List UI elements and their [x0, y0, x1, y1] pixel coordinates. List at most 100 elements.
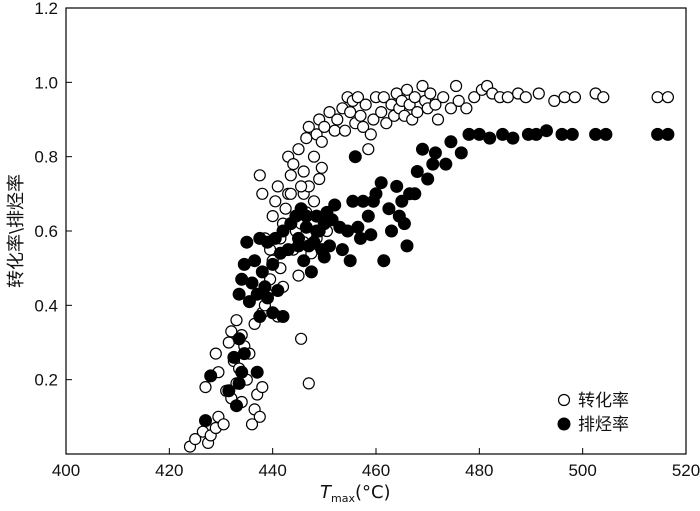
y-axis-title: 转化率\排烃率: [6, 174, 27, 288]
conversion-rate-point: [338, 124, 352, 137]
expulsion-rate-point: [240, 235, 254, 249]
expulsion-rate-point: [483, 131, 497, 145]
expulsion-rate-point: [276, 310, 290, 323]
conversion-rate-point: [217, 418, 230, 431]
expulsion-rate-point: [410, 165, 424, 178]
expulsion-rate-point: [297, 254, 311, 268]
conversion-rate-point: [245, 418, 259, 431]
conversion-rate-point: [548, 94, 561, 108]
conversion-rate-point: [199, 381, 212, 394]
expulsion-rate-point: [348, 150, 362, 164]
expulsion-rate-point: [565, 127, 579, 141]
expulsion-rate-point: [304, 265, 318, 279]
expulsion-rate-point: [369, 187, 383, 201]
conversion-rate-point: [313, 172, 326, 186]
conversion-rate-point: [300, 132, 313, 145]
conversion-rate-point: [424, 87, 437, 100]
conversion-rate-point: [287, 158, 300, 171]
conversion-rate-point: [377, 91, 390, 104]
conversion-rate-point: [444, 102, 457, 115]
conversion-rate-point: [431, 113, 445, 126]
conversion-rate-point: [362, 143, 375, 156]
conversion-rate-point: [450, 79, 463, 93]
expulsion-rate-point: [395, 194, 409, 208]
x-tick-label: 440: [258, 461, 286, 480]
legend-label-filled: 排烃率: [578, 415, 629, 435]
conversion-rate-point: [408, 91, 421, 104]
conversion-rate-point: [302, 377, 315, 390]
conversion-rate-point: [364, 128, 377, 141]
expulsion-rate-point: [245, 276, 259, 290]
conversion-rate-point: [209, 347, 222, 360]
expulsion-rate-point: [397, 217, 411, 231]
conversion-rate-point: [266, 210, 279, 223]
conversion-rate-point: [295, 332, 308, 345]
conversion-rate-point: [284, 187, 297, 200]
conversion-rate-point: [359, 98, 372, 111]
conversion-rate-point: [292, 269, 305, 282]
conversion-rate-point: [501, 91, 514, 104]
conversion-rate-point: [344, 105, 357, 119]
conversion-rate-point: [380, 117, 393, 130]
legend: 转化率 排烃率: [557, 391, 629, 435]
conversion-rate-point: [292, 143, 305, 156]
conversion-rate-point: [411, 105, 424, 119]
expulsion-rate-point: [374, 176, 388, 190]
y-tick-label: 1.0: [34, 73, 58, 92]
conversion-rate-point: [307, 150, 321, 163]
conversion-rate-point: [307, 195, 321, 208]
expulsion-rate-point: [328, 198, 342, 212]
expulsion-rate-point: [361, 209, 375, 223]
legend-label-open: 转化率: [578, 391, 629, 411]
expulsion-rate-point: [292, 239, 305, 253]
expulsion-rate-point: [317, 250, 331, 264]
expulsion-rate-point: [377, 254, 391, 268]
expulsion-rate-point: [232, 332, 246, 346]
expulsion-rate-point: [351, 220, 365, 234]
conversion-rate-point: [189, 433, 202, 446]
expulsion-rate-point: [323, 239, 336, 253]
conversion-rate-point: [351, 91, 364, 104]
legend-marker-open: [557, 393, 571, 407]
conversion-rate-point: [367, 113, 380, 126]
x-axis-title-sub: max: [331, 492, 355, 505]
conversion-rate-point: [357, 120, 370, 134]
conversion-rate-point: [532, 87, 545, 100]
y-tick-label: 0.4: [34, 296, 58, 315]
conversion-rate-point: [318, 120, 331, 134]
expulsion-rate-point: [250, 365, 264, 379]
conversion-rate-point: [302, 120, 315, 134]
expulsion-rate-point: [599, 127, 613, 141]
conversion-rate-point: [328, 124, 341, 137]
y-tick-label: 0.6: [34, 222, 58, 241]
expulsion-rate-point: [310, 224, 324, 238]
conversion-rate-point: [253, 169, 266, 182]
conversion-rate-point: [297, 165, 310, 178]
expulsion-rate-point: [276, 224, 290, 238]
expulsion-rate-point: [428, 146, 442, 160]
x-axis-title-unit: (°C): [355, 482, 391, 503]
expulsion-rate-point: [199, 414, 212, 428]
expulsion-rate-point: [242, 295, 256, 309]
conversion-rate-point: [468, 91, 481, 104]
y-tick-label: 0.2: [34, 371, 58, 390]
expulsion-rate-point: [261, 291, 274, 305]
expulsion-rate-point: [390, 179, 404, 193]
conversion-rate-point: [269, 195, 282, 208]
conversion-rate-point: [452, 94, 465, 108]
expulsion-rate-point: [426, 157, 440, 171]
expulsion-rate-point: [385, 224, 398, 238]
conversion-rate-point: [437, 91, 450, 104]
expulsion-rate-point: [343, 254, 357, 268]
x-tick-label: 400: [52, 461, 80, 480]
conversion-rate-point: [400, 83, 414, 96]
expulsion-rate-point: [444, 135, 458, 149]
expulsion-rate-point: [266, 257, 280, 271]
expulsion-rate-point: [400, 239, 414, 253]
conversion-rate-point: [323, 105, 336, 119]
expulsion-rate-point: [416, 142, 429, 156]
expulsion-rate-point: [222, 384, 236, 398]
data-points: [183, 79, 675, 453]
expulsion-rate-point: [382, 202, 396, 216]
conversion-rate-point: [429, 98, 442, 111]
